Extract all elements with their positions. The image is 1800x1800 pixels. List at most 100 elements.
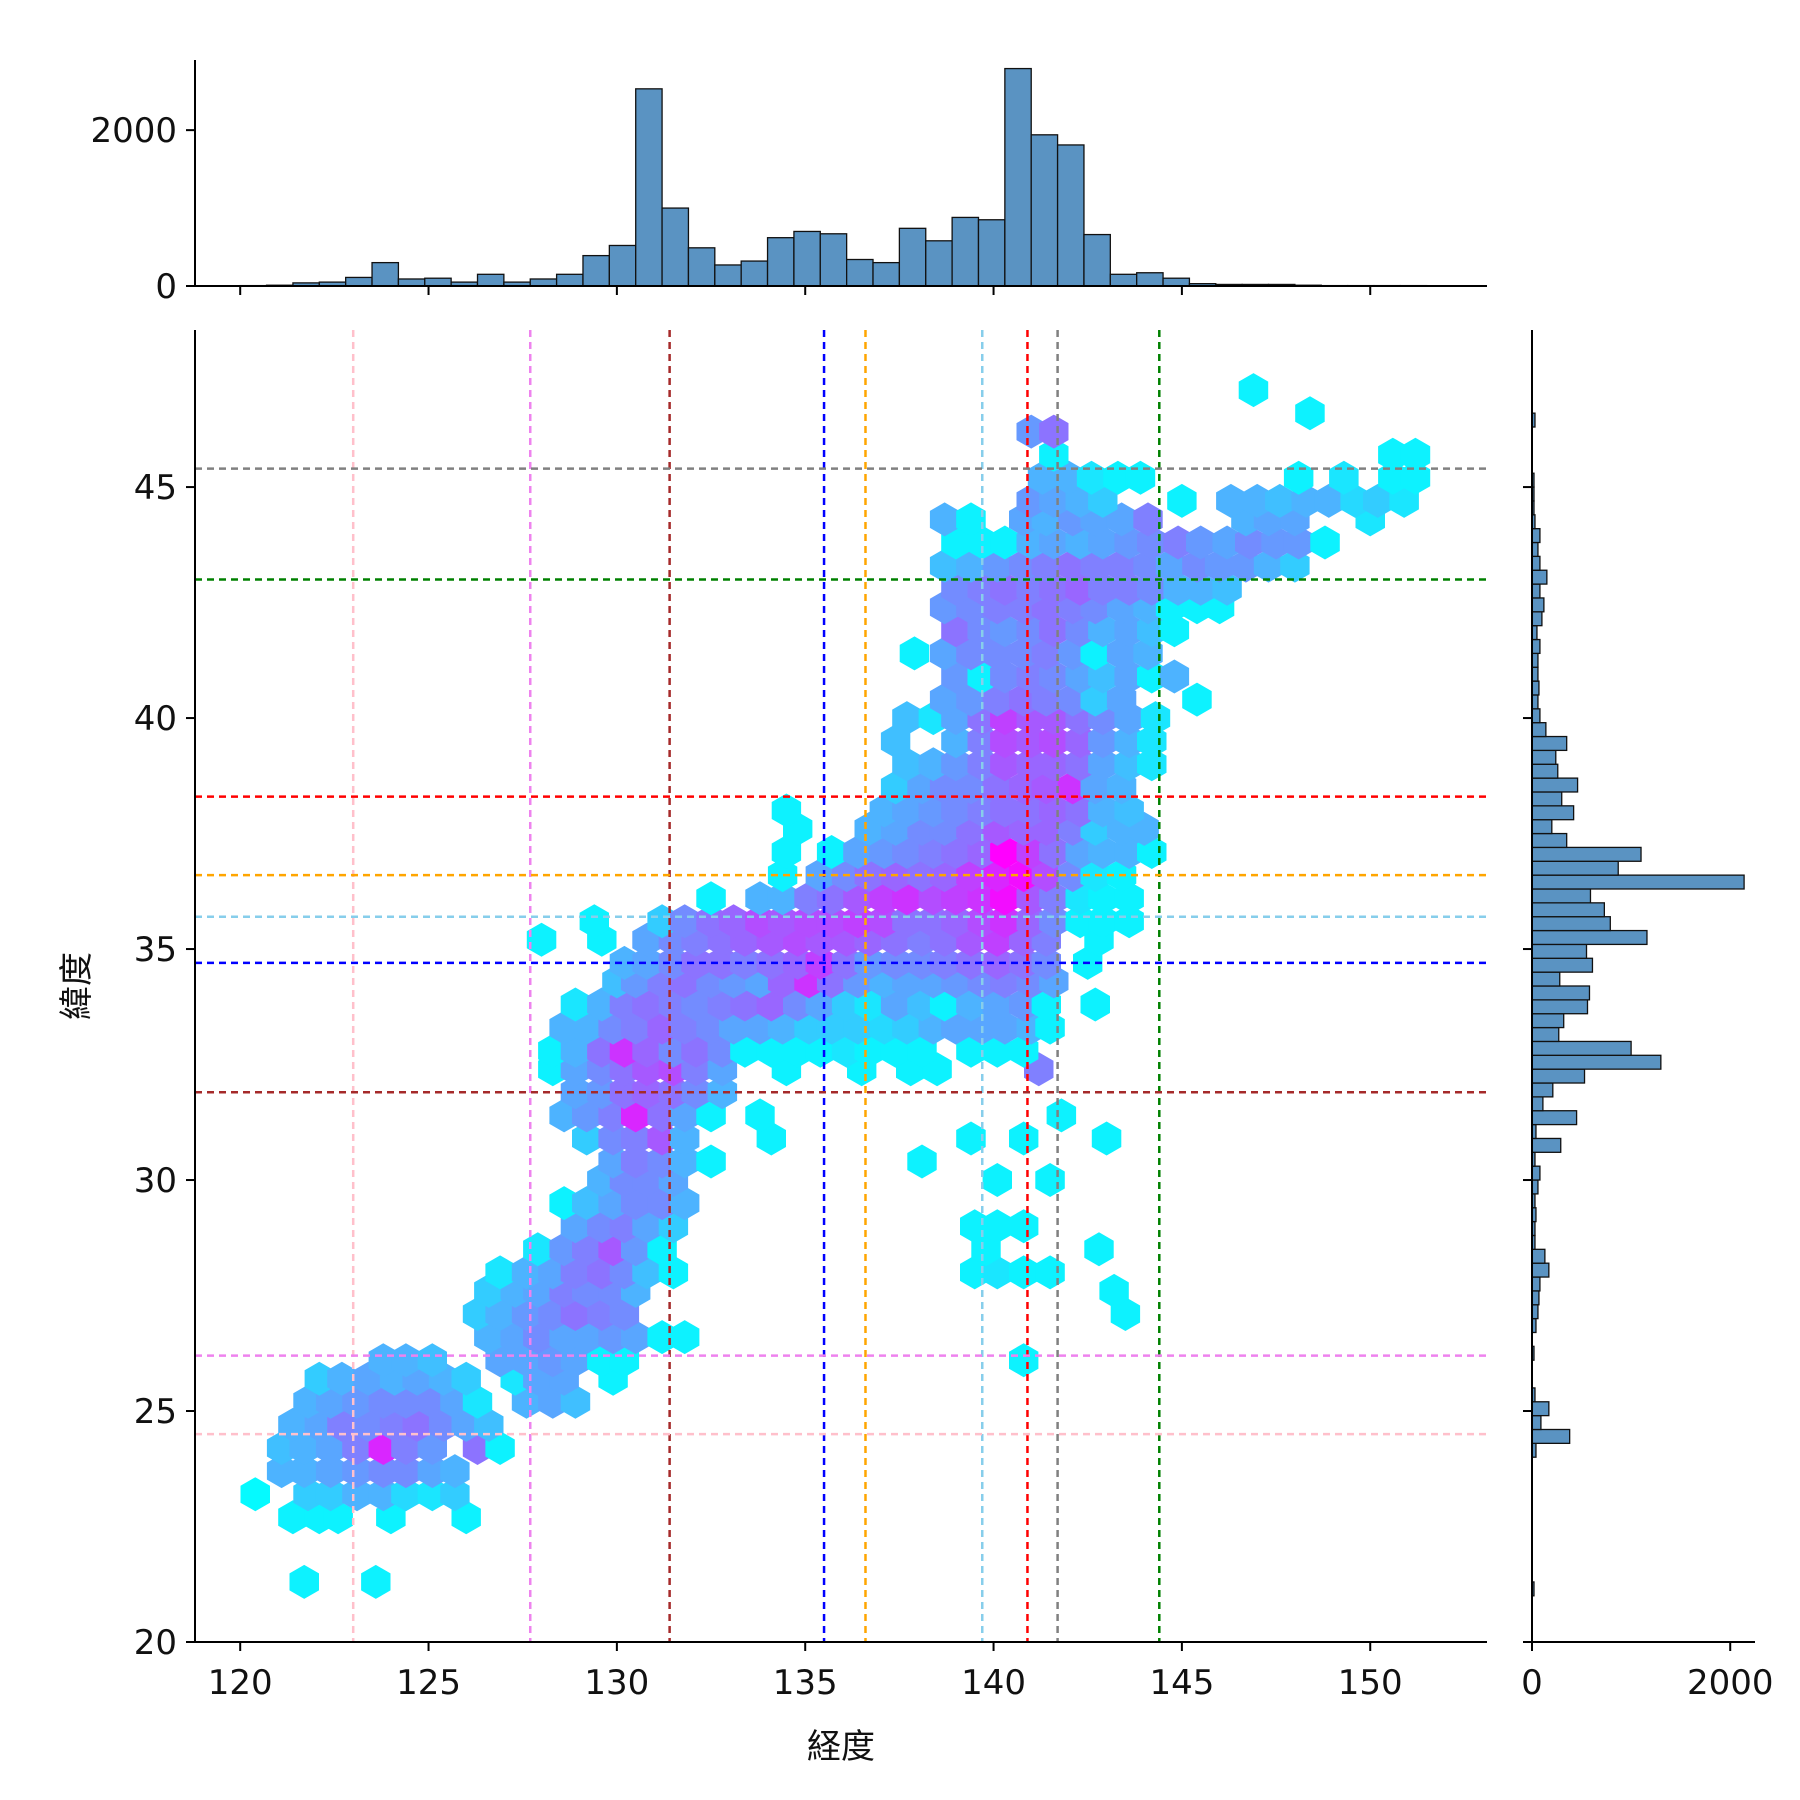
y-tick-label: 25 [134, 1392, 177, 1432]
y-marginal-bar [1531, 819, 1553, 835]
hexbin-cell [670, 1144, 700, 1179]
y-marginal-bar [1531, 1026, 1560, 1043]
x-tick-label: 120 [208, 1663, 273, 1703]
hexbin-cell [918, 904, 948, 939]
right-x-tick-label: 0 [1521, 1663, 1543, 1703]
hexbin-cell [941, 747, 971, 782]
hexbin-cell [696, 904, 726, 939]
y-tick-label: 20 [134, 1623, 177, 1663]
y-marginal-bar [1531, 1137, 1562, 1153]
y-marginal-bar [1531, 735, 1568, 752]
hexbin-cell [315, 1477, 346, 1512]
y-tick-label: 30 [134, 1161, 177, 1201]
x-marginal-bar [740, 260, 769, 287]
hexbin-cell [278, 1500, 308, 1535]
hexbin-cell [1265, 483, 1295, 518]
y-marginal-bar [1531, 1276, 1541, 1292]
hexbin-cell [1009, 1121, 1039, 1156]
x-tick-label: 150 [1338, 1663, 1403, 1703]
y-marginal-bar [1531, 1110, 1578, 1126]
hexbin-cell [899, 636, 930, 671]
hexbin-cell [707, 1075, 738, 1110]
hexbin-cell [1163, 525, 1193, 560]
y-marginal-bar [1531, 1248, 1546, 1264]
hexbin-cell [391, 1343, 421, 1378]
hexbin-cell [440, 1477, 470, 1512]
hexbin-cell [990, 747, 1020, 782]
hexbin-cell [1016, 724, 1046, 759]
hexbin-cell [1009, 1209, 1039, 1244]
hexbin-cell [289, 1564, 319, 1599]
hexbin-cell [560, 1075, 591, 1110]
main-x-ticks: 120 125 130 135 140 145 150 [208, 1642, 1403, 1703]
x-tick-label: 125 [396, 1663, 461, 1703]
hexbin-cell [549, 1186, 579, 1221]
y-marginal-bar [1531, 583, 1541, 599]
hexbin-cell [696, 1144, 726, 1179]
hexbin-cell [767, 904, 798, 939]
y-marginal-bar [1531, 874, 1745, 890]
y-marginal-bar [1531, 971, 1561, 987]
hexbin-cell [1182, 682, 1212, 717]
x-marginal-bar [476, 273, 505, 287]
hexbin-cell [621, 1144, 651, 1179]
y-marginal-bar [1531, 846, 1642, 862]
x-marginal-bar [793, 230, 821, 287]
x-marginal-bar [872, 261, 901, 287]
hexbin-cell [1009, 1255, 1039, 1290]
y-marginal-bar [1531, 597, 1545, 613]
y-marginal-bar [1531, 569, 1548, 585]
hexbin-cell [745, 881, 775, 916]
hexbin-cell [1295, 396, 1325, 431]
x-tick-label: 135 [773, 1663, 838, 1703]
x-marginal-bar [1056, 144, 1085, 287]
y-marginal-bar [1531, 1428, 1571, 1445]
hexbin-cell [440, 1454, 470, 1489]
top-y-tick-label: 0 [155, 267, 177, 307]
hexbin-cell [485, 1255, 515, 1290]
hexbin-cell [391, 1477, 421, 1512]
hexbin-cell [632, 1075, 662, 1110]
y-axis-label: 緯度 [57, 952, 97, 1020]
y-marginal-bar [1531, 638, 1541, 655]
x-tick-label: 130 [584, 1663, 649, 1703]
y-marginal-bar [1531, 1401, 1550, 1417]
hexbin-cell [929, 502, 960, 537]
hexbin-cell [304, 1361, 334, 1396]
hexbin-cell [1046, 1098, 1077, 1133]
x-marginal-bars [239, 67, 1428, 287]
hexbin-cell [1009, 1343, 1039, 1378]
hexbin-cell [745, 904, 775, 939]
y-marginal-bar [1531, 929, 1648, 946]
y-marginal-bar [1531, 943, 1588, 959]
y-tick-label: 35 [134, 930, 177, 970]
hexbin-cell [730, 945, 760, 980]
hexbin-cell [670, 1320, 700, 1355]
hexbin-cell [1039, 414, 1069, 449]
hexbin-cell [956, 502, 986, 537]
hexbin-cell [1091, 1121, 1122, 1156]
hexbin-cell [361, 1564, 391, 1599]
y-marginal-bar [1531, 916, 1611, 932]
hexbin-cell [1039, 904, 1069, 939]
hexbin-cell [368, 1477, 399, 1512]
y-marginal-bar [1531, 1290, 1540, 1306]
hexbin-cell [696, 881, 726, 916]
x-marginal-bar [1083, 233, 1111, 287]
hexbin-cell [982, 1209, 1012, 1244]
y-tick-label: 40 [134, 699, 177, 739]
y-marginal-bars [1531, 412, 1745, 1597]
y-marginal-histogram: 0 2000 [1521, 330, 1773, 1703]
hexbin-cell [771, 793, 802, 828]
y-marginal-bar [1531, 1262, 1550, 1278]
x-marginal-bar [371, 261, 400, 287]
hexbin-cell [1088, 724, 1118, 759]
hexbin-cell [368, 1343, 399, 1378]
x-marginal-bar [397, 278, 426, 287]
hexbin-cell [417, 1454, 447, 1489]
hexbin-cell [658, 945, 689, 980]
hexbin-cell [707, 945, 738, 980]
hexbin-cell [1400, 437, 1431, 472]
y-marginal-bar [1531, 902, 1606, 918]
